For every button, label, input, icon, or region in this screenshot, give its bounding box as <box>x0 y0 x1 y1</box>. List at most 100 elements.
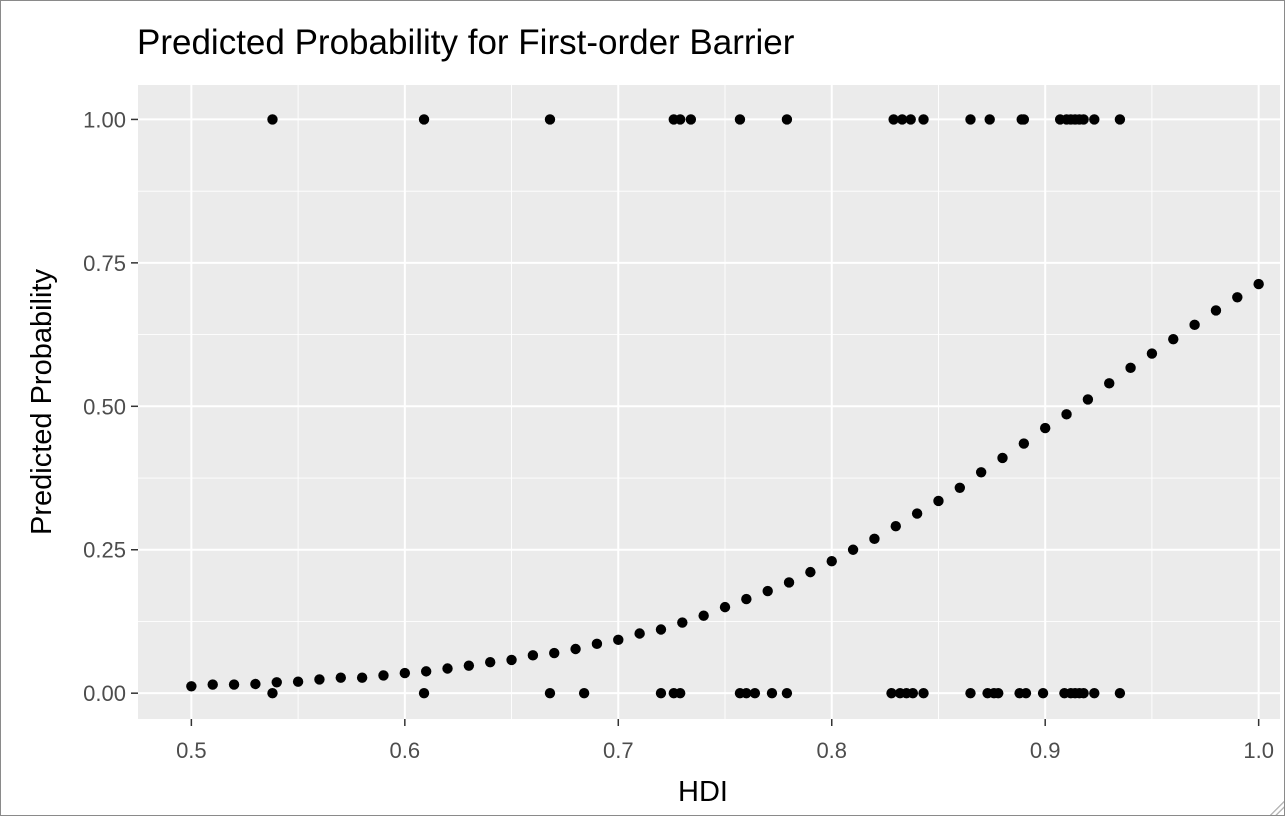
data-point <box>918 687 929 699</box>
data-point <box>719 601 731 613</box>
data-point <box>544 114 556 125</box>
data-point <box>698 610 709 621</box>
data-point <box>1104 378 1115 389</box>
data-point <box>685 114 697 125</box>
data-point <box>655 687 667 699</box>
data-point <box>984 114 995 125</box>
data-point <box>1061 409 1072 420</box>
data-point <box>378 670 389 681</box>
y-tick-label: 0.50 <box>83 394 126 419</box>
data-point <box>186 681 197 692</box>
data-point <box>762 585 773 597</box>
data-point <box>314 674 325 685</box>
data-points <box>186 114 1264 699</box>
data-point <box>613 634 624 646</box>
data-point <box>420 666 432 677</box>
data-point <box>1232 292 1243 303</box>
data-point <box>890 521 901 532</box>
data-point <box>544 687 556 699</box>
data-point <box>634 628 645 639</box>
data-point <box>591 638 603 650</box>
data-point <box>954 482 966 493</box>
data-point <box>1037 687 1049 699</box>
data-point <box>271 677 282 688</box>
data-point <box>1114 114 1126 125</box>
data-point <box>1210 305 1222 316</box>
data-point <box>1082 394 1094 405</box>
data-point <box>418 687 430 699</box>
data-point <box>463 660 475 671</box>
y-tick-label: 1.00 <box>83 107 126 132</box>
data-point <box>1078 114 1089 125</box>
data-point <box>886 687 897 699</box>
data-point <box>781 687 793 699</box>
data-point <box>805 566 816 578</box>
chart-title: Predicted Probability for First-order Ba… <box>137 23 795 62</box>
data-point <box>250 678 261 690</box>
data-point <box>1078 687 1089 699</box>
data-point <box>674 687 686 699</box>
data-point <box>997 452 1008 464</box>
x-tick-label: 0.5 <box>176 738 207 763</box>
data-point <box>1039 422 1051 434</box>
data-point <box>485 656 496 668</box>
y-tick-label: 0.00 <box>83 681 126 706</box>
x-tick-label: 1.0 <box>1243 738 1274 763</box>
y-tick-label: 0.75 <box>83 251 126 276</box>
data-point <box>975 467 987 478</box>
x-tick-label: 0.9 <box>1030 738 1061 763</box>
data-point <box>896 114 908 125</box>
data-point <box>1253 278 1264 290</box>
resize-grip-icon[interactable] <box>1268 799 1284 815</box>
y-axis-label: Predicted Probability <box>26 269 58 535</box>
data-point <box>847 544 859 555</box>
y-tick-label: 0.25 <box>83 538 126 563</box>
data-point <box>570 643 581 655</box>
data-point <box>766 687 778 699</box>
data-point <box>911 508 923 519</box>
data-point <box>826 556 837 567</box>
data-point <box>228 679 240 690</box>
data-point <box>741 593 752 605</box>
x-axis-label: HDI <box>678 776 728 808</box>
data-point <box>399 667 411 679</box>
data-point <box>869 533 880 545</box>
data-point <box>356 672 368 683</box>
data-point <box>442 663 453 674</box>
data-point <box>993 687 1004 699</box>
data-point <box>578 687 590 699</box>
data-point <box>888 114 899 125</box>
x-tick-label: 0.7 <box>603 738 634 763</box>
data-point <box>1189 319 1200 331</box>
data-point <box>207 679 218 690</box>
data-point <box>506 654 517 666</box>
data-point <box>549 647 560 659</box>
data-point <box>783 577 795 588</box>
data-point <box>918 114 929 125</box>
data-point <box>677 617 688 628</box>
data-point <box>933 495 944 507</box>
data-point <box>655 624 667 635</box>
data-point <box>1168 333 1179 345</box>
data-point <box>1018 438 1030 449</box>
x-tick-label: 0.6 <box>390 738 421 763</box>
data-point <box>1020 687 1032 699</box>
data-point <box>907 687 919 699</box>
plot-panel <box>138 85 1280 719</box>
data-point <box>418 114 430 125</box>
data-point <box>1125 362 1136 374</box>
data-point <box>734 114 746 125</box>
data-point <box>741 687 752 699</box>
data-point <box>1114 687 1126 699</box>
data-point <box>1089 114 1100 125</box>
data-point <box>292 676 304 687</box>
data-point <box>1146 348 1158 359</box>
data-point <box>674 114 686 125</box>
data-point <box>781 114 793 125</box>
data-point <box>335 672 346 683</box>
data-point <box>267 114 278 125</box>
data-point <box>1089 687 1100 699</box>
data-point <box>965 687 976 699</box>
